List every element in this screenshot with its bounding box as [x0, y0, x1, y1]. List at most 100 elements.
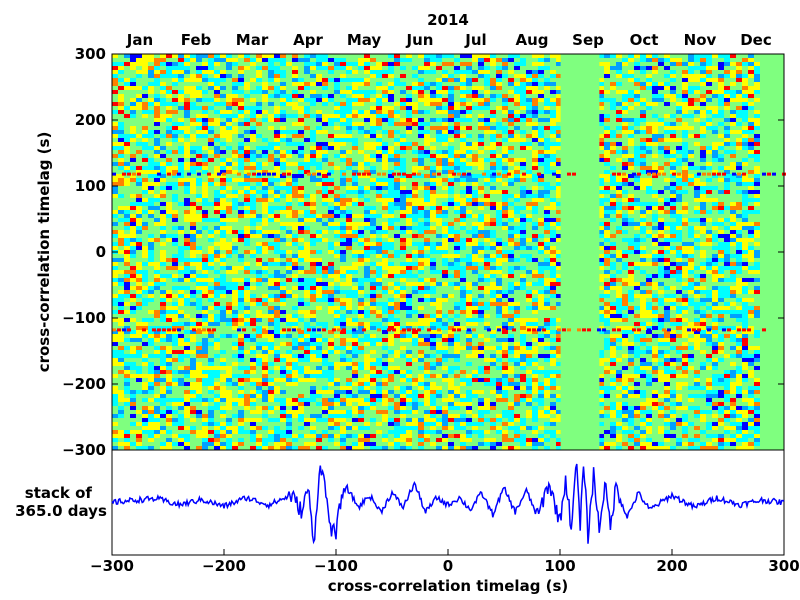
- heatmap-cell: [394, 54, 400, 58]
- heatmap-cell: [346, 394, 352, 398]
- heatmap-cell: [484, 122, 490, 126]
- heatmap-cell: [394, 350, 400, 354]
- heatmap-cell: [418, 266, 424, 270]
- heatmap-cell: [364, 82, 370, 86]
- heatmap-cell: [154, 382, 160, 386]
- heatmap-cell: [202, 286, 208, 290]
- heatmap-cell: [424, 150, 430, 154]
- heatmap-cell: [448, 434, 454, 438]
- heatmap-cell: [280, 390, 286, 394]
- heatmap-cell: [406, 258, 412, 262]
- heatmap-cell: [466, 174, 472, 178]
- heatmap-cell: [556, 190, 562, 194]
- heatmap-cell: [550, 406, 556, 410]
- heatmap-cell: [436, 162, 442, 166]
- heatmap-cell: [472, 414, 478, 418]
- heatmap-cell: [310, 62, 316, 66]
- heatmap-cell: [214, 182, 220, 186]
- heatmap-cell: [208, 126, 214, 130]
- heatmap-cell: [268, 330, 274, 334]
- heatmap-cell: [430, 166, 436, 170]
- heatmap-cell: [202, 446, 208, 450]
- heatmap-cell: [466, 286, 472, 290]
- heatmap-cell: [430, 406, 436, 410]
- heatmap-cell: [142, 406, 148, 410]
- heatmap-cell: [412, 110, 418, 114]
- heatmap-cell: [412, 290, 418, 294]
- heatmap-cell: [454, 414, 460, 418]
- heatmap-cell: [214, 254, 220, 258]
- heatmap-cell: [142, 130, 148, 134]
- heatmap-cell: [544, 394, 550, 398]
- heatmap-cell: [496, 310, 502, 314]
- heatmap-cell: [526, 442, 532, 446]
- heatmap-cell: [466, 166, 472, 170]
- heatmap-cell: [544, 162, 550, 166]
- heatmap-cell: [256, 314, 262, 318]
- heatmap-cell: [484, 74, 490, 78]
- heatmap-cell: [256, 226, 262, 230]
- heatmap-cell: [466, 410, 472, 414]
- heatmap-cell: [316, 434, 322, 438]
- heatmap-cell: [142, 342, 148, 346]
- heatmap-cell: [370, 390, 376, 394]
- heatmap-cell: [364, 434, 370, 438]
- heatmap-cell: [502, 422, 508, 426]
- heatmap-cell: [280, 94, 286, 98]
- heatmap-cell: [430, 186, 436, 190]
- heatmap-cell: [310, 74, 316, 78]
- heatmap-cell: [214, 442, 220, 446]
- heatmap-cell: [148, 390, 154, 394]
- heatmap-cell: [136, 134, 142, 138]
- heatmap-cell: [202, 434, 208, 438]
- heatmap-cell: [238, 182, 244, 186]
- heatmap-cell: [124, 182, 130, 186]
- heatmap-cell: [298, 110, 304, 114]
- heatmap-cell: [406, 358, 412, 362]
- heatmap-cell: [448, 74, 454, 78]
- heatmap-cell: [124, 78, 130, 82]
- heatmap-cell: [556, 142, 562, 146]
- heatmap-cell: [538, 182, 544, 186]
- heatmap-cell: [436, 330, 442, 334]
- heatmap-cell: [178, 162, 184, 166]
- heatmap-cell: [148, 134, 154, 138]
- heatmap-cell: [478, 214, 484, 218]
- heatmap-cell: [436, 362, 442, 366]
- heatmap-cell: [532, 370, 538, 374]
- heatmap-cell: [466, 446, 472, 450]
- heatmap-cell: [418, 158, 424, 162]
- heatmap-cell: [364, 186, 370, 190]
- heatmap-cell: [502, 366, 508, 370]
- heatmap-cell: [478, 266, 484, 270]
- heatmap-cell: [418, 430, 424, 434]
- heatmap-cell: [502, 330, 508, 334]
- heatmap-cell: [358, 214, 364, 218]
- heatmap-cell: [340, 402, 346, 406]
- heatmap-cell: [352, 230, 358, 234]
- heatmap-cell: [214, 58, 220, 62]
- heatmap-cell: [196, 274, 202, 278]
- heatmap-cell: [226, 178, 232, 182]
- heatmap-cell: [442, 438, 448, 442]
- heatmap-cell: [172, 102, 178, 106]
- heatmap-cell: [466, 186, 472, 190]
- heatmap-cell: [382, 70, 388, 74]
- heatmap-cell: [250, 410, 256, 414]
- heatmap-cell: [286, 414, 292, 418]
- heatmap-cell: [418, 70, 424, 74]
- heatmap-cell: [124, 222, 130, 226]
- heatmap-cell: [124, 206, 130, 210]
- heatmap-cell: [196, 58, 202, 62]
- heatmap-cell: [448, 402, 454, 406]
- heatmap-cell: [148, 238, 154, 242]
- heatmap-cell: [334, 426, 340, 430]
- heatmap-cell: [454, 334, 460, 338]
- heatmap-cell: [364, 134, 370, 138]
- heatmap-cell: [508, 130, 514, 134]
- heatmap-cell: [166, 182, 172, 186]
- heatmap-cell: [352, 126, 358, 130]
- heatmap-cell: [124, 430, 130, 434]
- heatmap-cell: [460, 162, 466, 166]
- heatmap-cell: [280, 254, 286, 258]
